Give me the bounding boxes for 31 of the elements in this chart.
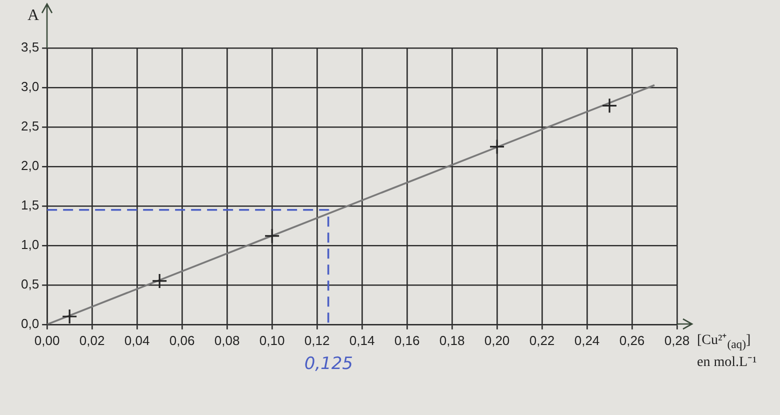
x-tick-label: 0,26 [619,332,645,348]
x-tick-label: 0,12 [304,332,330,348]
point [62,308,78,324]
x-tick-label: 0,02 [79,332,105,348]
y-axis-title: A [28,7,40,24]
point [489,138,505,155]
x-tick-label: 0,00 [34,332,60,348]
x-tick-label: 0,20 [484,332,510,348]
point [152,273,168,289]
y-tick-label: 3,5 [20,40,40,55]
x-tick-label: 0,28 [664,332,690,348]
x-tick-label: 0,22 [529,332,555,348]
x-tick-label: 0,14 [349,332,375,348]
point [602,98,618,114]
x-tick-label: 0,24 [574,332,600,348]
point [264,228,280,244]
y-tick-label: 1,0 [20,237,40,252]
y-tick-label: 0,0 [20,316,40,331]
x-tick-label: 0,10 [259,332,285,348]
y-tick-label: 1,5 [20,198,40,213]
x-tick-label: 0,08 [214,332,240,348]
text: 0,125 [304,354,353,374]
x-tick-label: 0,04 [124,332,150,348]
x-tick-label: 0,18 [439,332,465,348]
x-tick-label: 0,16 [394,332,420,348]
y-tick-label: 2,0 [20,158,40,174]
y-tick-label: 0,5 [20,276,40,292]
x-axis-title: [Cu²⁺$_{(aq)}$] en mol.L⁻¹ [697,332,758,372]
y-tick-label: 2,5 [20,118,40,134]
x-tick-label: 0,06 [169,332,195,348]
y-tick-label: 3,0 [20,79,40,94]
